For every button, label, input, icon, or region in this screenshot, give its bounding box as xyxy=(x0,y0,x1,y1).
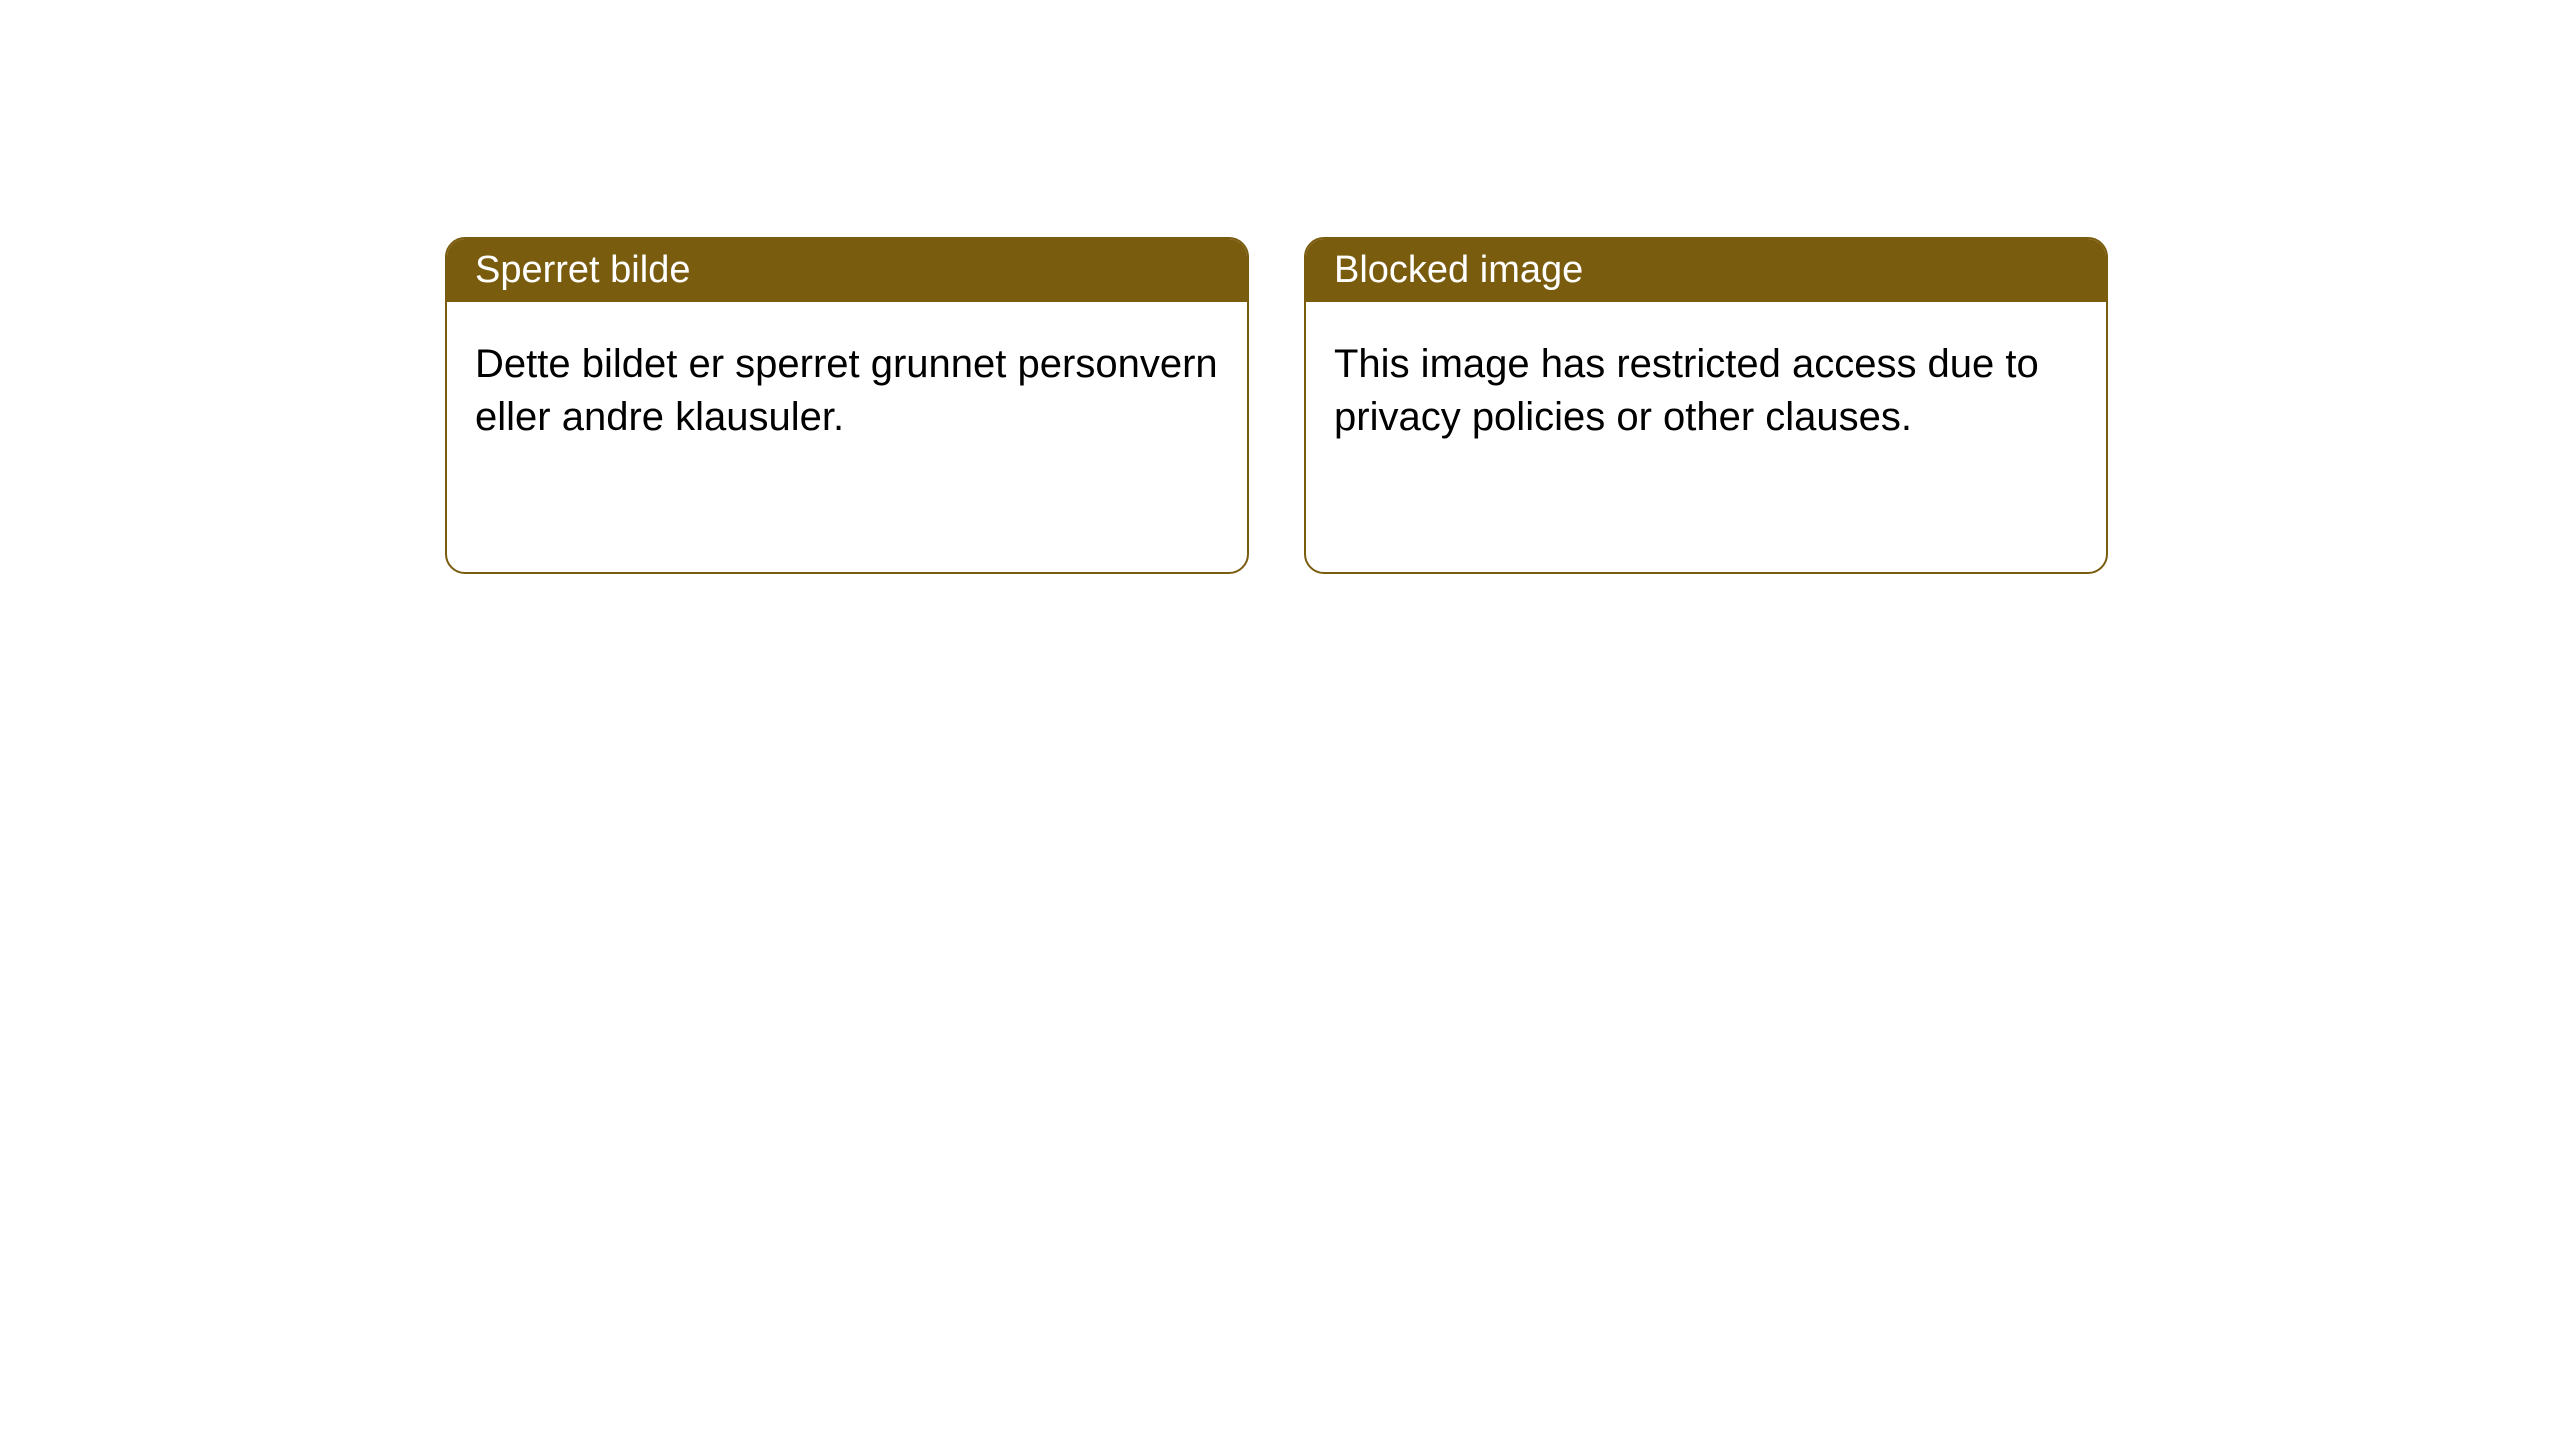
card-header: Blocked image xyxy=(1306,239,2106,302)
card-body-text: This image has restricted access due to … xyxy=(1334,338,2078,444)
card-title: Blocked image xyxy=(1334,249,1583,291)
card-body-text: Dette bildet er sperret grunnet personve… xyxy=(475,338,1219,444)
card-title: Sperret bilde xyxy=(475,249,690,291)
card-header: Sperret bilde xyxy=(447,239,1247,302)
card-body: This image has restricted access due to … xyxy=(1306,302,2106,572)
notice-card-norwegian: Sperret bilde Dette bildet er sperret gr… xyxy=(445,237,1249,574)
cards-container: Sperret bilde Dette bildet er sperret gr… xyxy=(0,0,2560,574)
notice-card-english: Blocked image This image has restricted … xyxy=(1304,237,2108,574)
card-body: Dette bildet er sperret grunnet personve… xyxy=(447,302,1247,572)
